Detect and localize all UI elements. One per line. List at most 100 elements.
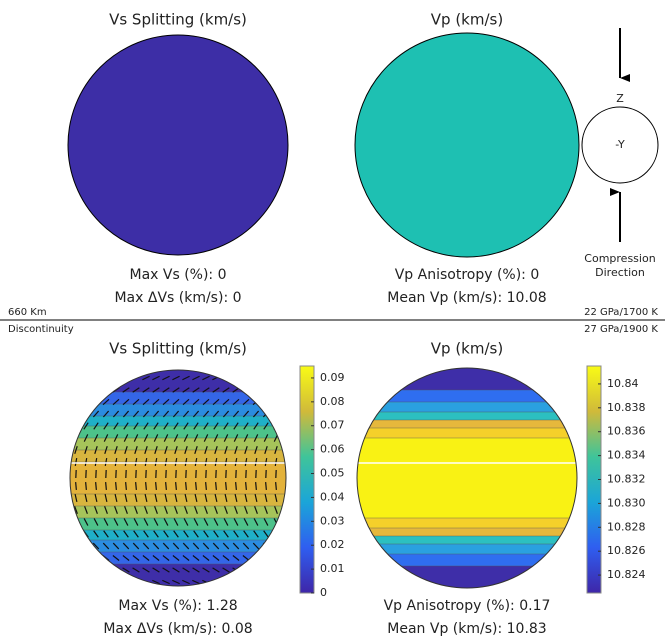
fast-axis	[224, 446, 228, 454]
annotation: Max ΔVs (km/s): 0.08	[103, 621, 252, 637]
fast-axis	[174, 506, 178, 514]
fast-axis	[123, 530, 129, 538]
fast-axis	[142, 567, 150, 573]
fast-axis	[83, 422, 89, 430]
fast-axis	[252, 387, 260, 393]
fast-axis	[113, 518, 119, 526]
fast-axis	[163, 530, 169, 538]
fast-axis	[134, 493, 138, 503]
fast-axis	[172, 567, 180, 573]
fast-axis	[124, 506, 128, 514]
annotation: Vp Anisotropy (%): 0	[395, 267, 540, 283]
fast-axis	[155, 481, 157, 491]
fast-axis	[74, 493, 78, 503]
fast-axis	[133, 434, 139, 442]
colorbar-label: 10.836	[607, 425, 646, 438]
colorbar-label: 0.06	[320, 443, 345, 456]
fast-axis	[152, 387, 160, 393]
fast-axis	[135, 481, 137, 491]
fast-axis	[243, 422, 249, 430]
fast-axis	[252, 567, 260, 573]
fast-axis	[222, 542, 230, 550]
fast-axis	[194, 457, 198, 467]
fast-axis	[165, 481, 167, 491]
fast-axis	[203, 434, 209, 442]
fast-axis	[134, 506, 138, 514]
fast-axis	[222, 410, 230, 418]
annotation: Mean Vp (km/s): 10.83	[387, 621, 546, 637]
fast-axis	[142, 375, 150, 381]
fast-axis	[212, 567, 220, 573]
fast-axis	[113, 530, 119, 538]
fast-axis	[223, 530, 229, 538]
fast-axis	[122, 410, 130, 418]
fast-axis	[252, 542, 260, 550]
fast-axis	[152, 579, 160, 585]
fast-axis	[234, 493, 238, 503]
fast-axis	[195, 481, 197, 491]
fast-axis	[82, 387, 90, 393]
fast-axis	[243, 518, 249, 526]
fast-axis	[82, 579, 90, 585]
fast-axis	[174, 493, 178, 503]
fast-axis	[235, 481, 237, 491]
fast-axis	[233, 518, 239, 526]
fast-axis	[115, 481, 117, 491]
fast-axis	[72, 410, 80, 418]
fast-axis	[104, 457, 108, 467]
fast-axis	[263, 434, 269, 442]
fast-axis	[272, 375, 280, 381]
fast-axis	[222, 555, 230, 561]
fast-axis	[253, 530, 259, 538]
fast-axis	[252, 555, 260, 561]
fast-axis	[83, 518, 89, 526]
fast-axis	[105, 481, 107, 491]
fast-axis	[124, 446, 128, 454]
fast-axis	[102, 567, 110, 573]
fast-axis	[124, 457, 128, 467]
fast-axis	[212, 387, 220, 393]
fast-axis	[173, 530, 179, 538]
fast-axis	[132, 410, 140, 418]
fast-axis	[154, 446, 158, 454]
fast-axis	[194, 446, 198, 454]
fast-axis	[154, 506, 158, 514]
fast-axis	[193, 422, 199, 430]
fast-axis	[215, 481, 217, 491]
fast-axis	[264, 493, 268, 503]
fast-axis	[184, 493, 188, 503]
fast-axis	[232, 398, 240, 406]
annotation: Max ΔVs (km/s): 0	[114, 290, 241, 306]
fast-axis	[272, 542, 280, 550]
fast-axis	[214, 493, 218, 503]
fast-axis	[123, 518, 129, 526]
annotation: Mean Vp (km/s): 10.08	[387, 290, 546, 306]
annotation: Vp Anisotropy (%): 0.17	[384, 598, 551, 614]
fast-axis	[102, 542, 110, 550]
fast-axis	[163, 434, 169, 442]
fast-axis	[272, 410, 280, 418]
fast-axis	[72, 579, 80, 585]
fast-axis	[162, 398, 170, 406]
fast-axis	[73, 518, 79, 526]
colorbar-label: 10.832	[607, 473, 646, 486]
fast-axis	[202, 542, 210, 550]
fast-axis	[223, 518, 229, 526]
fast-axis	[162, 579, 170, 585]
fast-axis	[264, 506, 268, 514]
panel-title: Vs Splitting (km/s)	[109, 11, 247, 29]
fast-axis	[132, 387, 140, 393]
fast-axis	[142, 387, 150, 393]
fast-axis	[162, 375, 170, 381]
fast-axis	[164, 506, 168, 514]
fast-axis	[273, 530, 279, 538]
fast-axis	[203, 518, 209, 526]
fast-axis	[242, 375, 250, 381]
fast-axis	[143, 518, 149, 526]
fast-axis	[122, 398, 130, 406]
fast-axis	[253, 434, 259, 442]
fast-axis	[275, 481, 277, 491]
fast-axis	[253, 422, 259, 430]
fast-axis	[192, 567, 200, 573]
fast-axis	[245, 481, 247, 491]
